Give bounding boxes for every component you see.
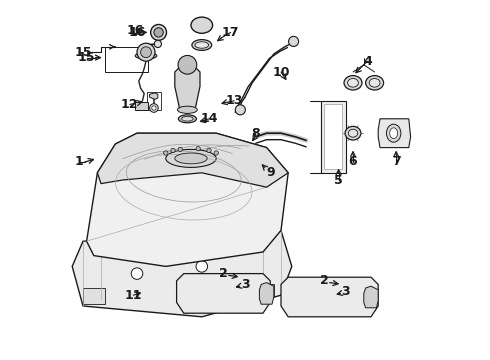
Circle shape bbox=[137, 43, 155, 61]
Circle shape bbox=[149, 104, 158, 112]
Text: 3: 3 bbox=[342, 285, 350, 298]
Ellipse shape bbox=[166, 149, 216, 167]
Circle shape bbox=[151, 24, 167, 40]
Ellipse shape bbox=[192, 40, 212, 50]
Ellipse shape bbox=[178, 115, 196, 123]
Circle shape bbox=[141, 47, 151, 58]
Circle shape bbox=[171, 148, 175, 153]
Text: 3: 3 bbox=[241, 278, 249, 291]
Text: 7: 7 bbox=[392, 156, 401, 168]
Ellipse shape bbox=[182, 116, 193, 121]
Circle shape bbox=[178, 55, 197, 74]
Ellipse shape bbox=[347, 78, 358, 87]
Text: 17: 17 bbox=[222, 26, 239, 39]
Ellipse shape bbox=[369, 78, 380, 87]
Polygon shape bbox=[149, 93, 158, 99]
Text: 16: 16 bbox=[126, 24, 144, 37]
Circle shape bbox=[154, 40, 162, 48]
Text: 2: 2 bbox=[219, 267, 228, 280]
Bar bbox=[147, 92, 162, 110]
Text: 10: 10 bbox=[272, 66, 290, 78]
Ellipse shape bbox=[195, 42, 209, 48]
Polygon shape bbox=[281, 277, 378, 317]
Text: 6: 6 bbox=[349, 156, 357, 168]
Ellipse shape bbox=[390, 128, 398, 139]
Circle shape bbox=[154, 28, 163, 37]
Text: 5: 5 bbox=[334, 174, 343, 186]
Bar bbox=[135, 102, 148, 110]
Ellipse shape bbox=[345, 126, 361, 140]
Ellipse shape bbox=[175, 153, 207, 164]
Ellipse shape bbox=[344, 76, 362, 90]
Polygon shape bbox=[72, 230, 292, 317]
Circle shape bbox=[196, 261, 208, 272]
Polygon shape bbox=[259, 283, 274, 304]
Circle shape bbox=[214, 151, 219, 155]
Text: 8: 8 bbox=[251, 127, 260, 140]
Ellipse shape bbox=[348, 129, 358, 137]
Text: 15: 15 bbox=[74, 46, 92, 59]
Text: 12: 12 bbox=[121, 98, 139, 111]
Text: 14: 14 bbox=[200, 112, 218, 125]
Ellipse shape bbox=[366, 76, 384, 90]
Ellipse shape bbox=[387, 124, 401, 142]
Circle shape bbox=[178, 147, 182, 152]
Polygon shape bbox=[176, 274, 270, 313]
Bar bbox=[324, 104, 342, 169]
Text: 4: 4 bbox=[363, 55, 372, 68]
Polygon shape bbox=[364, 286, 378, 308]
Text: 15: 15 bbox=[78, 51, 96, 64]
Text: 2: 2 bbox=[320, 274, 329, 287]
Circle shape bbox=[289, 36, 298, 46]
Circle shape bbox=[152, 106, 156, 110]
Polygon shape bbox=[83, 288, 104, 304]
Text: 16: 16 bbox=[128, 26, 146, 39]
Circle shape bbox=[164, 151, 168, 155]
Ellipse shape bbox=[135, 53, 157, 59]
Polygon shape bbox=[252, 284, 274, 297]
Circle shape bbox=[207, 148, 211, 153]
Polygon shape bbox=[98, 133, 288, 187]
Polygon shape bbox=[378, 119, 411, 148]
Circle shape bbox=[235, 105, 245, 115]
Polygon shape bbox=[175, 65, 200, 112]
Bar bbox=[320, 101, 346, 173]
Polygon shape bbox=[87, 133, 288, 266]
Ellipse shape bbox=[191, 17, 213, 33]
Text: 9: 9 bbox=[266, 166, 274, 179]
Bar bbox=[104, 47, 148, 72]
Circle shape bbox=[131, 268, 143, 279]
Text: 13: 13 bbox=[225, 94, 243, 107]
Circle shape bbox=[196, 147, 200, 151]
Text: 11: 11 bbox=[124, 289, 142, 302]
Text: 1: 1 bbox=[75, 156, 84, 168]
Ellipse shape bbox=[177, 106, 197, 113]
